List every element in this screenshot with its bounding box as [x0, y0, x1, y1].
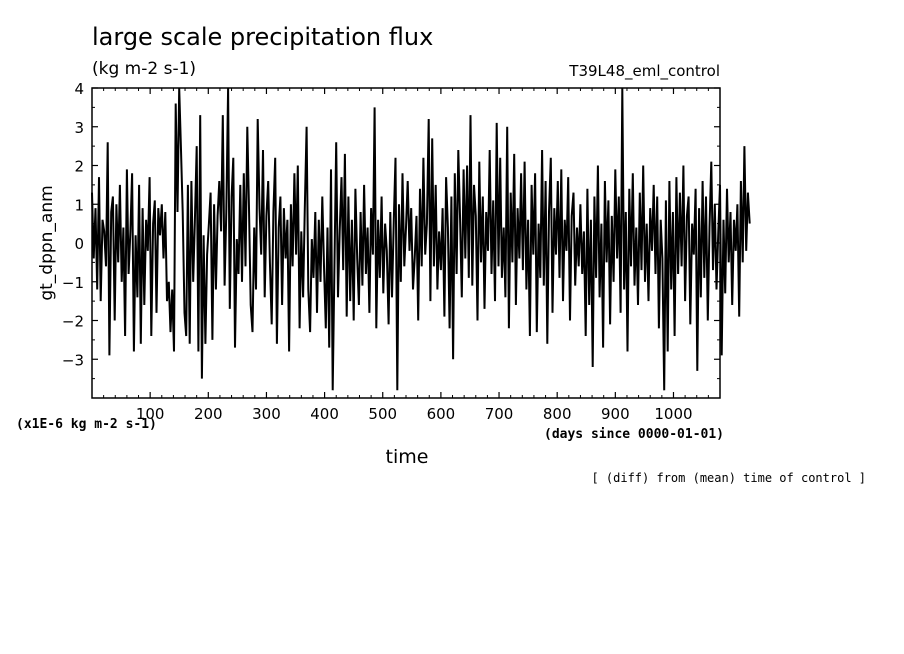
y-tick-label: −3	[62, 351, 84, 369]
x-tick-label: 400	[310, 405, 339, 423]
x-tick-label: 900	[601, 405, 630, 423]
x-tick-label: 1000	[654, 405, 692, 423]
x-tick-label: 600	[427, 405, 456, 423]
y-tick-label: 2	[74, 158, 84, 176]
x-tick-label: 300	[252, 405, 281, 423]
x-axis-ticks: 100 200 300 400 500 600 700 800 900 1000	[103, 88, 709, 423]
chart-title: large scale precipitation flux	[92, 23, 433, 51]
x-tick-label: 100	[136, 405, 165, 423]
y-tick-label: −2	[62, 313, 84, 331]
footer-note: [ (diff) from (mean) time of control ]	[591, 471, 866, 485]
series-line	[91, 87, 751, 391]
x-tick-label: 700	[485, 405, 514, 423]
run-name: T39L48_eml_control	[568, 62, 720, 81]
x-units-note: (days since 0000-01-01)	[544, 427, 724, 442]
y-tick-label: 0	[74, 235, 84, 253]
y-axis-label: gt_dppn_anm	[37, 185, 57, 300]
y-tick-label: 4	[74, 80, 84, 98]
x-tick-label: 200	[194, 405, 223, 423]
y-tick-label: −1	[62, 274, 84, 292]
chart-units: (kg m-2 s-1)	[92, 59, 196, 79]
x-tick-label: 500	[368, 405, 397, 423]
x-tick-label: 800	[543, 405, 572, 423]
plot-frame	[91, 87, 721, 399]
y-tick-label: 3	[74, 119, 84, 137]
y-scale-note: (x1E-6 kg m-2 s-1)	[16, 417, 157, 432]
y-tick-label: 1	[74, 196, 84, 214]
x-axis-label: time	[386, 446, 429, 468]
